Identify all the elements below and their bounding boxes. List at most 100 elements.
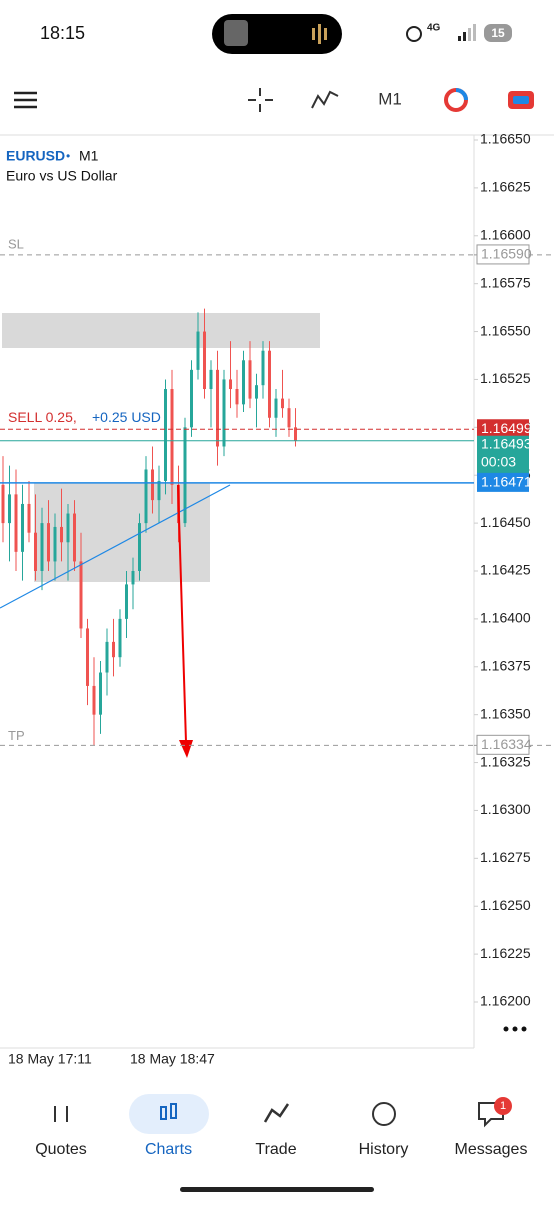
menu-icon[interactable] bbox=[14, 91, 37, 109]
island-thumb bbox=[224, 20, 248, 46]
symbol[interactable]: EURUSD bbox=[6, 148, 65, 164]
price-box bbox=[476, 734, 530, 755]
y-tick-label: 1.16400 bbox=[480, 610, 531, 626]
candle-body bbox=[66, 513, 70, 543]
candle-body bbox=[144, 469, 148, 524]
candle-body bbox=[47, 523, 50, 562]
candle-body bbox=[27, 503, 31, 533]
more-menu[interactable] bbox=[503, 1026, 527, 1032]
plot bbox=[1, 308, 297, 746]
nav-bar: Quotes Charts Trade History Messages bbox=[35, 1141, 527, 1158]
sl-label: SL bbox=[8, 236, 24, 251]
price-box bbox=[477, 419, 529, 439]
symbol-dot: • bbox=[66, 149, 70, 163]
y-tick-label: 1.16600 bbox=[480, 226, 531, 242]
network-type: 4G bbox=[427, 23, 441, 34]
bid-box bbox=[477, 435, 529, 474]
candle-body bbox=[164, 389, 167, 481]
zone-rectangle bbox=[2, 313, 320, 348]
candle-body bbox=[60, 526, 63, 543]
trade-icon-part bbox=[513, 96, 529, 104]
arrow-head bbox=[179, 740, 193, 758]
signal bbox=[473, 24, 476, 41]
candle-body bbox=[157, 480, 161, 501]
x-label: 18 May 18:47 bbox=[130, 1051, 215, 1067]
home-indicator bbox=[180, 1187, 374, 1192]
candle-body bbox=[248, 360, 252, 399]
y-tick-label: 1.16425 bbox=[480, 562, 531, 578]
candle-body bbox=[79, 561, 83, 629]
nav-label[interactable]: Charts bbox=[145, 1141, 192, 1158]
clock: 18:15 bbox=[40, 23, 85, 43]
candle-body bbox=[209, 369, 213, 390]
candle-body bbox=[112, 641, 115, 658]
audio-bar bbox=[324, 28, 327, 40]
price-box-label: 1.16499 bbox=[481, 420, 532, 436]
position-profit: +0.25 USD bbox=[92, 409, 161, 425]
objects-icon-part bbox=[455, 88, 468, 101]
trade-nav-icon bbox=[263, 1103, 290, 1123]
candle-body bbox=[216, 369, 219, 447]
y-tick-label: 1.16450 bbox=[480, 514, 531, 530]
candle-body bbox=[21, 503, 24, 552]
x-label: 18 May 17:11 bbox=[8, 1051, 92, 1067]
candle-body bbox=[40, 523, 44, 571]
candle-body bbox=[138, 523, 141, 571]
y-tick-label: 1.16375 bbox=[480, 657, 531, 673]
y-tick-label: 1.16325 bbox=[480, 753, 531, 769]
candle-body bbox=[53, 526, 57, 562]
candle-body bbox=[287, 408, 291, 428]
quotes-icon bbox=[54, 1106, 68, 1122]
candle-body bbox=[14, 494, 18, 552]
candle-body bbox=[281, 398, 284, 409]
tp-label: TP bbox=[8, 728, 25, 743]
candle-body bbox=[125, 584, 128, 619]
signal bbox=[463, 32, 466, 41]
position-label: SELL 0.25, bbox=[8, 409, 77, 425]
symbol-description: Euro vs US Dollar bbox=[6, 168, 118, 184]
battery bbox=[484, 24, 512, 42]
nav-label[interactable]: History bbox=[359, 1141, 409, 1158]
candle-body bbox=[151, 469, 154, 501]
y-tick-label: 1.16625 bbox=[480, 179, 531, 195]
timeframe-button[interactable]: M1 bbox=[378, 89, 402, 108]
nav-label[interactable]: Trade bbox=[255, 1141, 296, 1158]
candle-body bbox=[196, 331, 200, 370]
chart-timeframe: M1 bbox=[79, 148, 99, 164]
bid-countdown: 00:03 bbox=[481, 453, 516, 469]
audio-bar bbox=[312, 28, 315, 40]
candle-body bbox=[8, 494, 11, 524]
price-box-label: 1.16471 bbox=[481, 474, 532, 490]
y-tick-label: 1.16550 bbox=[480, 322, 531, 338]
signal bbox=[468, 28, 471, 41]
candle-body bbox=[235, 389, 239, 405]
audio-bar bbox=[318, 24, 321, 44]
crosshair-icon[interactable] bbox=[248, 88, 273, 112]
y-tick-label: 1.16225 bbox=[480, 945, 531, 961]
candle-body bbox=[268, 350, 271, 418]
y-tick-label: 1.16525 bbox=[480, 370, 531, 386]
nav-label[interactable]: Messages bbox=[455, 1141, 528, 1158]
indicators-icon[interactable] bbox=[311, 90, 339, 109]
candle-body bbox=[1, 484, 5, 524]
battery-level: 15 bbox=[491, 26, 505, 40]
candle-body bbox=[274, 398, 278, 418]
candle-body bbox=[73, 513, 76, 562]
price-box bbox=[476, 244, 530, 265]
price-box-label: 1.16590 bbox=[481, 246, 532, 262]
candle-body bbox=[261, 350, 265, 386]
price-box-label: 1.16334 bbox=[481, 736, 532, 752]
nav-label[interactable]: Quotes bbox=[35, 1141, 87, 1158]
y-tick-label: 1.16350 bbox=[480, 705, 531, 721]
y-tick-label: 1.16300 bbox=[480, 801, 531, 817]
y-tick-label: 1.16575 bbox=[480, 274, 531, 290]
candle-body bbox=[118, 618, 122, 658]
candle-body bbox=[203, 331, 206, 390]
candle-body bbox=[131, 571, 135, 585]
y-tick-label: 1.16650 bbox=[480, 131, 531, 147]
candle-body bbox=[294, 427, 297, 441]
alarm-icon bbox=[406, 26, 422, 42]
candle-body bbox=[229, 379, 232, 390]
bid-price: 1.16493 bbox=[481, 435, 532, 451]
